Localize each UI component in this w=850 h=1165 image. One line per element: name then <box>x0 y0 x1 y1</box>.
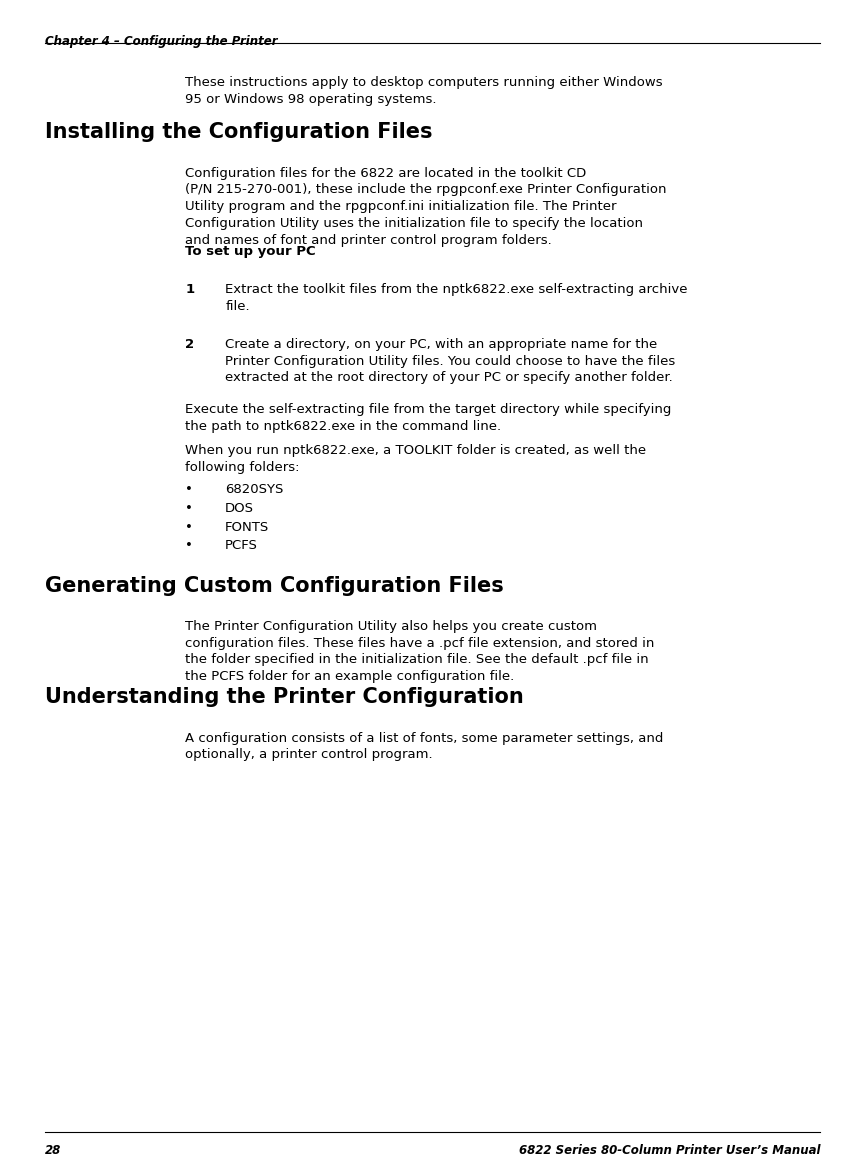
Text: Extract the toolkit files from the nptk6822.exe self-extracting archive
file.: Extract the toolkit files from the nptk6… <box>225 283 688 313</box>
Text: Create a directory, on your PC, with an appropriate name for the
Printer Configu: Create a directory, on your PC, with an … <box>225 338 676 384</box>
Text: DOS: DOS <box>225 502 254 515</box>
Text: FONTS: FONTS <box>225 521 269 534</box>
Text: •: • <box>185 502 193 515</box>
Text: Execute the self-extracting file from the target directory while specifying
the : Execute the self-extracting file from th… <box>185 403 672 433</box>
Text: To set up your PC: To set up your PC <box>185 245 316 257</box>
Text: PCFS: PCFS <box>225 539 258 552</box>
Text: •: • <box>185 521 193 534</box>
Text: Installing the Configuration Files: Installing the Configuration Files <box>45 122 433 142</box>
Text: 1: 1 <box>185 283 195 296</box>
Text: Chapter 4 – Configuring the Printer: Chapter 4 – Configuring the Printer <box>45 35 278 48</box>
Text: 6820SYS: 6820SYS <box>225 483 284 496</box>
Text: Generating Custom Configuration Files: Generating Custom Configuration Files <box>45 576 504 595</box>
Text: 6822 Series 80-Column Printer User’s Manual: 6822 Series 80-Column Printer User’s Man… <box>518 1144 820 1157</box>
Text: When you run nptk6822.exe, a TOOLKIT folder is created, as well the
following fo: When you run nptk6822.exe, a TOOLKIT fol… <box>185 444 646 474</box>
Text: The Printer Configuration Utility also helps you create custom
configuration fil: The Printer Configuration Utility also h… <box>185 620 654 683</box>
Text: •: • <box>185 539 193 552</box>
Text: 2: 2 <box>185 338 195 351</box>
Text: 28: 28 <box>45 1144 61 1157</box>
Text: These instructions apply to desktop computers running either Windows
95 or Windo: These instructions apply to desktop comp… <box>185 76 663 106</box>
Text: •: • <box>185 483 193 496</box>
Text: Configuration files for the 6822 are located in the toolkit CD
(P/N 215-270-001): Configuration files for the 6822 are loc… <box>185 167 666 247</box>
Text: A configuration consists of a list of fonts, some parameter settings, and
option: A configuration consists of a list of fo… <box>185 732 664 762</box>
Text: Understanding the Printer Configuration: Understanding the Printer Configuration <box>45 687 524 707</box>
